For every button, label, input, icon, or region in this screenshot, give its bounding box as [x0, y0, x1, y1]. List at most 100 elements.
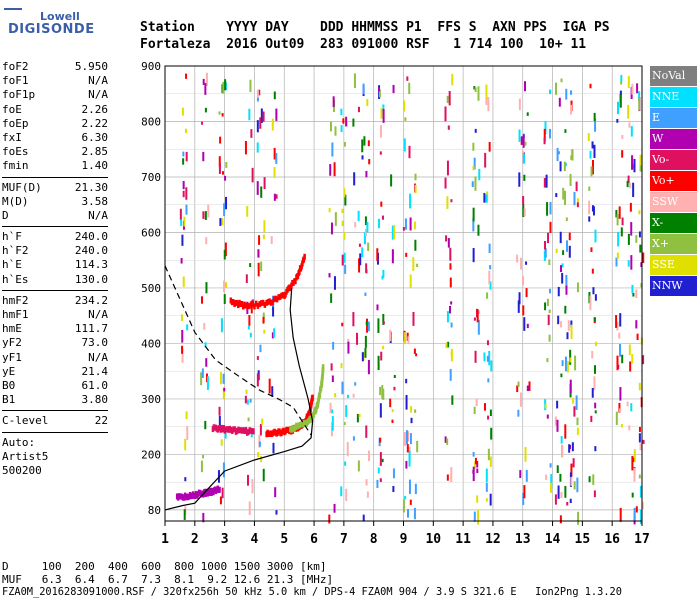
echo-point [591, 268, 594, 274]
echo-point [258, 235, 261, 245]
param-separator [2, 176, 108, 178]
echo-point [409, 274, 412, 288]
y-tick-label: 800 [141, 115, 161, 128]
echo-point [262, 316, 265, 324]
echo-point [573, 191, 576, 206]
echo-point [343, 188, 346, 198]
echo-point [346, 441, 349, 457]
echo-point [410, 417, 413, 424]
echo-point [356, 332, 359, 345]
param-label: foE [2, 102, 22, 116]
param-value: 114.3 [74, 258, 108, 272]
echo-point [412, 257, 415, 271]
echo-point [526, 323, 529, 329]
param-row: h`Es 130.0 [2, 273, 108, 287]
echo-point [488, 243, 491, 253]
echo-point [486, 340, 489, 346]
param-value: 21.30 [74, 180, 108, 194]
echo-point [519, 392, 522, 407]
echo-point [248, 501, 251, 515]
y-tick-label: 700 [141, 171, 161, 184]
echo-point [485, 194, 488, 203]
trace-point [247, 303, 251, 310]
echo-point [543, 128, 546, 142]
echo-point [641, 501, 644, 510]
echo-point [473, 86, 476, 90]
echo-point [638, 91, 641, 102]
echo-point [416, 440, 419, 453]
echo-point [184, 438, 187, 451]
param-row: yE 21.4 [2, 365, 108, 379]
y-tick-label: 400 [141, 337, 161, 350]
echo-point [416, 263, 419, 267]
echo-point [263, 329, 266, 334]
echo-point [618, 332, 621, 339]
echo-point [616, 118, 619, 123]
param-label: h`F [2, 230, 22, 244]
echo-point [568, 232, 571, 241]
echo-point [220, 318, 223, 333]
echo-point [476, 495, 479, 503]
echo-point [560, 436, 563, 444]
echo-point [638, 97, 641, 111]
echo-point [185, 204, 188, 215]
echo-point [576, 477, 579, 493]
echo-point [544, 404, 547, 409]
echo-point [408, 446, 411, 452]
param-value: N/A [88, 74, 108, 88]
param-value: 2.22 [81, 116, 109, 130]
echo-point [347, 341, 350, 354]
echo-point [474, 457, 477, 465]
echo-point [207, 204, 210, 218]
echo-point [381, 215, 384, 220]
echo-point [340, 486, 343, 497]
echo-point [615, 411, 618, 425]
echo-point [561, 444, 564, 457]
echo-point [638, 382, 641, 391]
echo-point [546, 298, 549, 307]
echo-point [344, 264, 347, 274]
echo-point [620, 227, 623, 237]
echo-point [378, 218, 381, 229]
trace-point [269, 299, 273, 306]
echo-point [379, 386, 382, 396]
echo-point [476, 309, 479, 323]
echo-point [519, 257, 522, 270]
param-label: hmF1 [2, 308, 29, 321]
echo-point [517, 409, 520, 417]
echo-point [560, 491, 563, 499]
echo-point [365, 479, 368, 486]
echo-point [471, 181, 474, 188]
echo-point [451, 395, 454, 405]
param-value: 111.7 [74, 322, 108, 336]
echo-point [621, 354, 624, 364]
echo-point [256, 97, 259, 101]
echo-point [271, 386, 274, 397]
echo-point [522, 134, 525, 148]
param-separator [2, 289, 108, 291]
echo-point [222, 373, 225, 384]
echo-point [376, 479, 379, 488]
echo-point [382, 313, 385, 325]
trace-point [278, 293, 282, 300]
echo-point [225, 282, 228, 288]
echo-point [389, 398, 392, 408]
x-tick-label: 10 [425, 532, 441, 547]
echo-point [639, 161, 642, 172]
echo-point [521, 150, 524, 155]
echo-point [522, 305, 525, 316]
echo-point [484, 152, 487, 168]
param-row: foEp 2.22 [2, 117, 108, 131]
param-label: fmin [2, 159, 29, 173]
echo-point [548, 259, 551, 266]
profile-solid-line [164, 287, 314, 511]
trace-point [244, 302, 247, 309]
echo-point [332, 341, 335, 350]
trace-point [258, 301, 261, 308]
echo-point [377, 87, 380, 92]
echo-point [615, 257, 618, 267]
echo-point [402, 227, 405, 231]
echo-point [568, 245, 571, 258]
echo-point [638, 231, 641, 238]
param-row: yF2 73.0 [2, 336, 108, 350]
